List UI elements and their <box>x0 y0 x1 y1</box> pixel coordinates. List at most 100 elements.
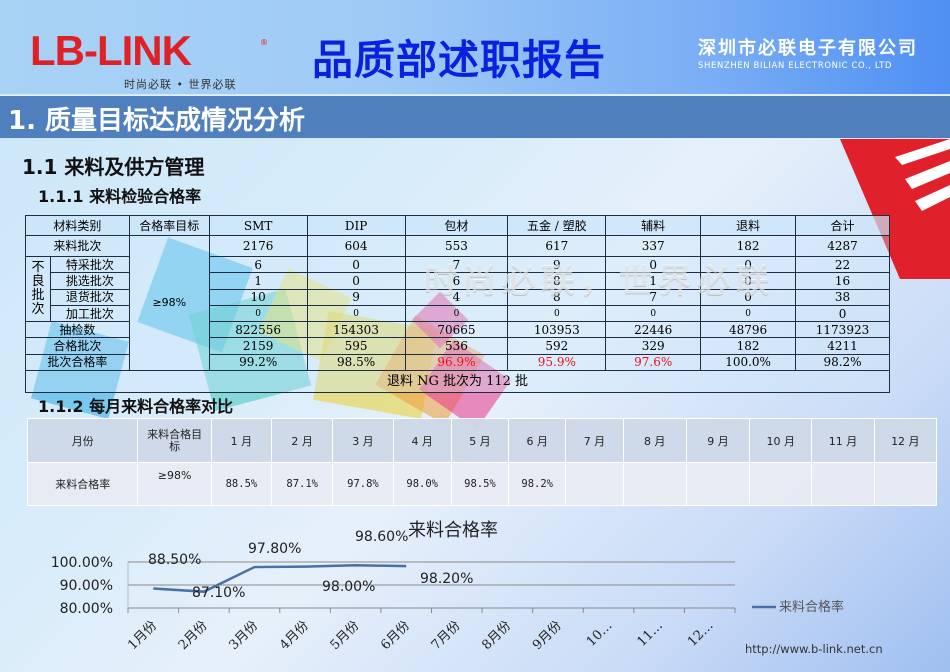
table-cell: 0 <box>306 255 406 274</box>
month-header: 11 月 <box>811 418 875 463</box>
table-cell: 8 <box>507 272 607 290</box>
table-cell: 22446 <box>605 321 702 339</box>
column-header: 包材 <box>404 215 509 236</box>
table-cell: 182 <box>700 337 797 355</box>
table-cell: 0 <box>306 272 406 290</box>
monthly-rate-table: 月份 来料合格目标 1 月 2 月 3 月 4 月 5 月 6 月 7 月 8 … <box>26 418 938 506</box>
target-value: ≥98% <box>137 462 212 506</box>
row-label: 退货批次 <box>49 288 130 306</box>
month-value <box>749 462 813 506</box>
table-cell: 8 <box>507 288 607 306</box>
month-value: 98.0% <box>392 462 452 506</box>
month-value: 98.5% <box>450 462 510 506</box>
month-value-fail: 88.5% <box>210 462 273 506</box>
column-header: 材料类别 <box>25 215 130 236</box>
table-note: 退料 NG 批次为 112 批 <box>25 370 890 394</box>
table-cell: 2176 <box>208 235 308 257</box>
month-header: 1 月 <box>210 418 273 463</box>
month-header: 6 月 <box>508 418 567 463</box>
svg-text:3月份: 3月份 <box>226 618 261 653</box>
monthly-value-row: 来料合格率 ≥98% 88.5% 87.1% 97.8% 98.0% 98.5%… <box>26 462 938 506</box>
svg-text:7月份: 7月份 <box>429 618 464 653</box>
blink-logo: LB-LINK ® 时尚必联 • 世界必联 <box>28 27 268 92</box>
table-cell: 22 <box>795 255 890 274</box>
table-cell: 329 <box>605 337 702 355</box>
svg-text:4月份: 4月份 <box>277 618 312 653</box>
table-cell: 38 <box>795 288 890 306</box>
company-name: 深圳市必联电子有限公司 SHENZHEN BILIAN ELECTRONIC C… <box>698 34 918 71</box>
target-header-label: 来料合格目标 <box>137 418 212 463</box>
table-cell: 4 <box>404 288 509 306</box>
table-cell: 337 <box>605 235 702 257</box>
month-header: 10 月 <box>749 418 813 463</box>
subsection-heading-inspection: 1.1.1 来料检验合格率 <box>38 187 202 206</box>
table-cell-fail: 97.6% <box>605 353 702 372</box>
footer-url: http://www.b-link.net.cn <box>745 642 883 656</box>
month-header: 2 月 <box>271 418 334 463</box>
row-label: 来料合格率 <box>26 462 139 506</box>
table-cell: 0 <box>605 255 702 274</box>
chart-data-labels: 88.50% 87.10% 97.80% 98.00% 98.60% 98.20% <box>148 529 473 601</box>
inspection-table: 材料类别 合格率目标 SMT DIP 包材 五金 / 塑胶 辅料 退料 合计 来… <box>25 215 890 394</box>
row-label: 特采批次 <box>49 255 130 274</box>
table-cell: 99.2% <box>208 353 308 372</box>
table-cell: 0 <box>306 304 406 323</box>
month-header: 5 月 <box>450 418 510 463</box>
table-cell-fail: 96.9% <box>404 353 509 372</box>
table-cell: 2159 <box>208 337 308 355</box>
month-header: 7 月 <box>565 418 624 463</box>
row-label: 加工批次 <box>49 304 130 323</box>
svg-text:6月份: 6月份 <box>378 618 413 653</box>
registered-mark: ® <box>260 38 268 47</box>
target-header-text: 来料合格目标 <box>147 427 203 453</box>
table-cell-fail: 95.9% <box>507 353 607 372</box>
table-cell: 4287 <box>795 235 890 257</box>
svg-text:12…: 12… <box>685 618 716 649</box>
table-cell: 0 <box>700 255 797 274</box>
svg-text:97.80%: 97.80% <box>248 541 301 557</box>
month-value <box>622 462 687 506</box>
table-cell: 553 <box>404 235 509 257</box>
logo-wordmark: LB-LINK <box>30 27 192 74</box>
subsection-heading: 1.1 来料及供方管理 <box>22 155 205 179</box>
svg-text:2月份: 2月份 <box>176 618 211 653</box>
chart-series-line <box>153 563 407 593</box>
table-cell: 1173923 <box>795 321 890 339</box>
month-header-label: 月份 <box>26 418 139 463</box>
month-header: 8 月 <box>622 418 687 463</box>
table-cell: 604 <box>306 235 406 257</box>
svg-text:88.50%: 88.50% <box>148 552 201 568</box>
svg-text:87.10%: 87.10% <box>192 585 245 601</box>
table-header-row: 材料类别 合格率目标 SMT DIP 包材 五金 / 塑胶 辅料 退料 合计 <box>25 215 890 236</box>
month-header: 12 月 <box>873 418 938 463</box>
month-value-fail: 87.1% <box>271 462 334 506</box>
table-cell: 1 <box>208 272 308 290</box>
decor-red-stripes-icon <box>840 139 950 279</box>
table-cell: 0 <box>700 304 797 323</box>
company-name-en: SHENZHEN BILIAN ELECTRONIC CO., LTD <box>698 61 893 71</box>
table-cell: 536 <box>404 337 509 355</box>
table-cell: 0 <box>208 304 308 323</box>
column-header: 合格率目标 <box>128 215 210 236</box>
table-cell: 103953 <box>507 321 607 339</box>
table-cell: 595 <box>306 337 406 355</box>
company-name-cn: 深圳市必联电子有限公司 <box>698 38 918 59</box>
table-cell: 154303 <box>306 321 406 339</box>
table-cell: 9 <box>306 288 406 306</box>
svg-text:98.00%: 98.00% <box>322 579 375 595</box>
page-title: 品质部述职报告 <box>312 36 606 84</box>
table-cell: 7 <box>404 255 509 274</box>
row-label: 合格批次 <box>25 337 130 355</box>
column-header: DIP <box>306 215 406 236</box>
month-header: 9 月 <box>685 418 751 463</box>
table-cell: 0 <box>605 304 702 323</box>
month-value: 98.2% <box>508 462 567 506</box>
table-cell: 592 <box>507 337 607 355</box>
month-header: 3 月 <box>332 418 394 463</box>
svg-text:1月份: 1月份 <box>125 618 160 653</box>
column-header: 辅料 <box>605 215 702 236</box>
table-cell: 182 <box>700 235 797 257</box>
table-cell: 0 <box>795 304 890 323</box>
table-cell: 48796 <box>700 321 797 339</box>
row-label: 挑选批次 <box>49 272 130 290</box>
